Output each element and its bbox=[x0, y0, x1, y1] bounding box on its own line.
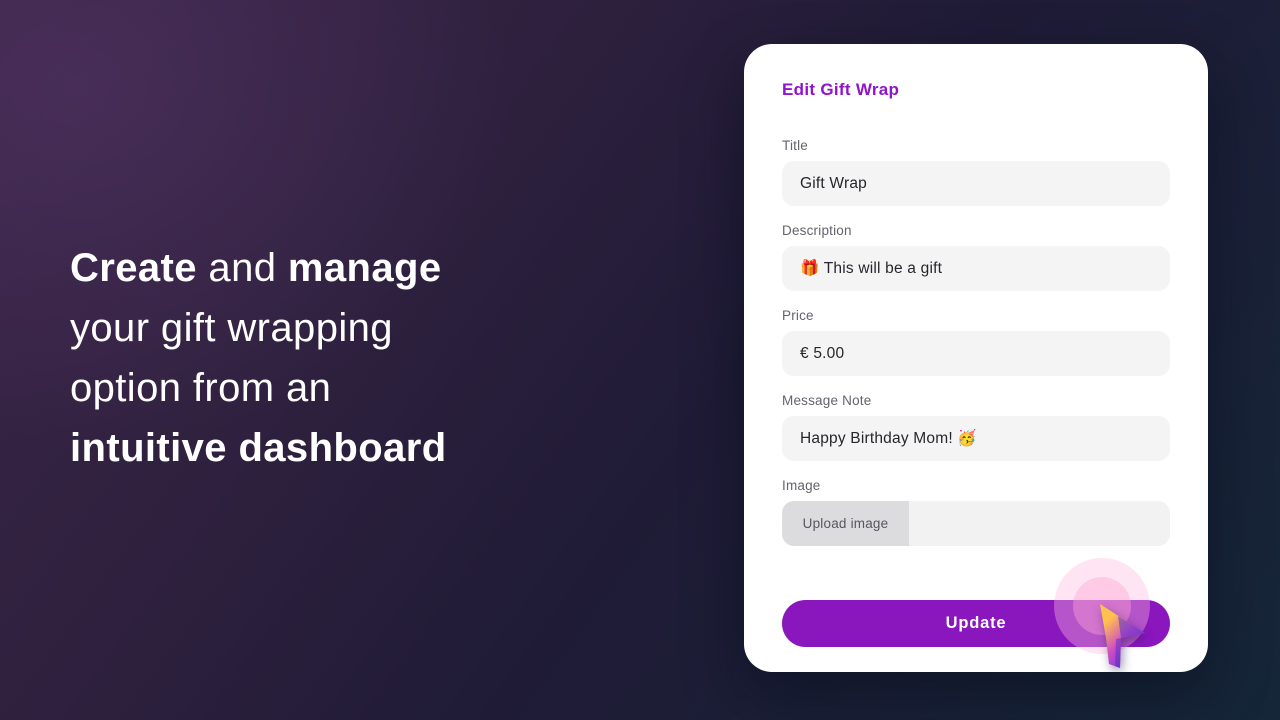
headline-and: and bbox=[196, 246, 288, 290]
field-group-price: Price bbox=[782, 308, 1170, 376]
image-upload-field[interactable]: Upload image bbox=[782, 501, 1170, 546]
upload-image-button[interactable]: Upload image bbox=[782, 501, 909, 546]
image-label: Image bbox=[782, 478, 821, 493]
price-label: Price bbox=[782, 308, 814, 323]
headline-line-2: your gift wrapping bbox=[70, 306, 393, 350]
field-group-image: Image Upload image bbox=[782, 478, 1170, 546]
headline: Create and manage your gift wrapping opt… bbox=[70, 238, 447, 478]
edit-gift-wrap-card: Edit Gift Wrap Title Description Price M… bbox=[744, 44, 1208, 672]
description-label: Description bbox=[782, 223, 852, 238]
update-button[interactable]: Update bbox=[782, 600, 1170, 647]
title-input[interactable] bbox=[782, 161, 1170, 206]
headline-bold-create: Create bbox=[70, 246, 197, 290]
description-input[interactable] bbox=[782, 246, 1170, 291]
field-group-description: Description bbox=[782, 223, 1170, 291]
title-label: Title bbox=[782, 138, 809, 153]
headline-bold-manage: manage bbox=[287, 246, 442, 290]
message-note-label: Message Note bbox=[782, 393, 872, 408]
field-group-message-note: Message Note bbox=[782, 393, 1170, 461]
price-input[interactable] bbox=[782, 331, 1170, 376]
message-note-input[interactable] bbox=[782, 416, 1170, 461]
headline-line-3: option from an bbox=[70, 366, 332, 410]
headline-line-1: Create and manage bbox=[70, 238, 447, 298]
field-group-title: Title bbox=[782, 138, 1170, 206]
headline-line-4: intuitive dashboard bbox=[70, 426, 447, 470]
card-title: Edit Gift Wrap bbox=[782, 80, 900, 99]
